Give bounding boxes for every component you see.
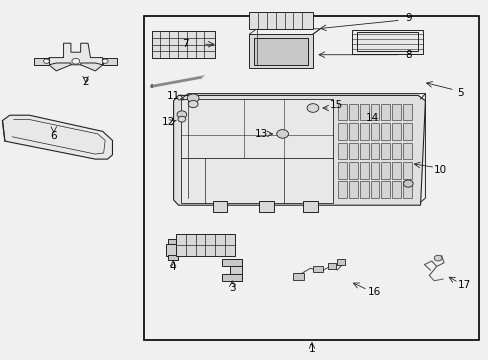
Circle shape — [187, 94, 199, 103]
Text: 13: 13 — [254, 129, 268, 139]
Bar — [370, 181, 379, 198]
Bar — [359, 162, 368, 179]
Bar — [359, 104, 368, 120]
Polygon shape — [189, 107, 197, 110]
Text: 2: 2 — [82, 77, 89, 87]
Bar — [348, 104, 357, 120]
Text: 16: 16 — [366, 287, 380, 297]
Bar — [359, 181, 368, 198]
Bar — [370, 104, 379, 120]
Text: 17: 17 — [457, 280, 470, 290]
Bar — [370, 123, 379, 140]
Bar — [391, 143, 400, 159]
Bar — [167, 239, 178, 244]
Bar — [376, 159, 409, 167]
Bar — [176, 234, 234, 256]
Text: 4: 4 — [169, 262, 176, 272]
Polygon shape — [49, 43, 102, 65]
Bar — [249, 34, 312, 68]
Bar — [391, 162, 400, 179]
Bar — [391, 104, 400, 120]
Bar — [402, 143, 411, 159]
Text: 5: 5 — [456, 88, 463, 98]
Bar — [391, 123, 400, 140]
Bar — [348, 143, 357, 159]
Circle shape — [306, 104, 318, 112]
Text: 14: 14 — [365, 113, 379, 123]
Circle shape — [403, 180, 412, 187]
Bar — [348, 162, 357, 179]
Bar — [212, 201, 227, 212]
Bar — [229, 259, 242, 281]
Bar — [144, 16, 478, 340]
Bar — [402, 181, 411, 198]
Polygon shape — [49, 63, 71, 71]
Bar — [381, 123, 389, 140]
Bar — [278, 132, 286, 136]
Polygon shape — [173, 95, 425, 205]
Circle shape — [43, 59, 49, 63]
Circle shape — [102, 59, 108, 63]
Bar — [338, 181, 346, 198]
Text: 8: 8 — [404, 50, 411, 60]
Bar — [221, 259, 242, 266]
Bar — [151, 31, 215, 58]
Bar — [391, 181, 400, 198]
Text: 3: 3 — [228, 283, 235, 293]
Bar — [381, 162, 389, 179]
Bar — [346, 119, 355, 126]
Bar — [359, 123, 368, 140]
Bar — [381, 104, 389, 120]
Bar — [166, 244, 180, 256]
Bar — [312, 266, 322, 272]
Text: 9: 9 — [404, 13, 411, 23]
Bar — [221, 274, 242, 281]
Bar — [356, 32, 417, 51]
Polygon shape — [81, 63, 102, 71]
Circle shape — [178, 116, 185, 122]
Circle shape — [276, 130, 288, 138]
Bar — [402, 162, 411, 179]
Circle shape — [72, 58, 80, 64]
Text: 7: 7 — [182, 39, 189, 49]
Bar — [370, 143, 379, 159]
Circle shape — [188, 100, 198, 108]
Bar — [259, 201, 273, 212]
Bar — [167, 255, 178, 260]
Bar — [293, 273, 304, 280]
Text: 10: 10 — [433, 165, 446, 175]
Bar — [338, 143, 346, 159]
Bar — [338, 123, 346, 140]
Polygon shape — [179, 122, 184, 125]
Circle shape — [177, 111, 186, 118]
Bar — [381, 143, 389, 159]
Bar — [351, 30, 422, 54]
Bar — [337, 259, 345, 265]
Bar — [370, 162, 379, 179]
Bar — [345, 118, 356, 127]
Bar — [359, 143, 368, 159]
Bar — [381, 181, 389, 198]
Bar — [303, 201, 317, 212]
Polygon shape — [102, 58, 117, 65]
Bar — [327, 263, 336, 269]
Circle shape — [433, 255, 441, 261]
Bar — [254, 38, 307, 65]
Bar — [402, 123, 411, 140]
Bar — [402, 104, 411, 120]
Text: 15: 15 — [329, 100, 343, 111]
Polygon shape — [34, 58, 49, 65]
Text: 11: 11 — [166, 91, 180, 101]
Bar — [338, 162, 346, 179]
Bar — [348, 181, 357, 198]
Bar — [348, 123, 357, 140]
Text: 12: 12 — [162, 117, 175, 127]
Text: 6: 6 — [50, 131, 57, 141]
Bar — [338, 104, 346, 120]
Bar — [249, 12, 312, 29]
Polygon shape — [181, 99, 332, 203]
Text: 1: 1 — [308, 344, 315, 354]
Polygon shape — [2, 115, 112, 159]
